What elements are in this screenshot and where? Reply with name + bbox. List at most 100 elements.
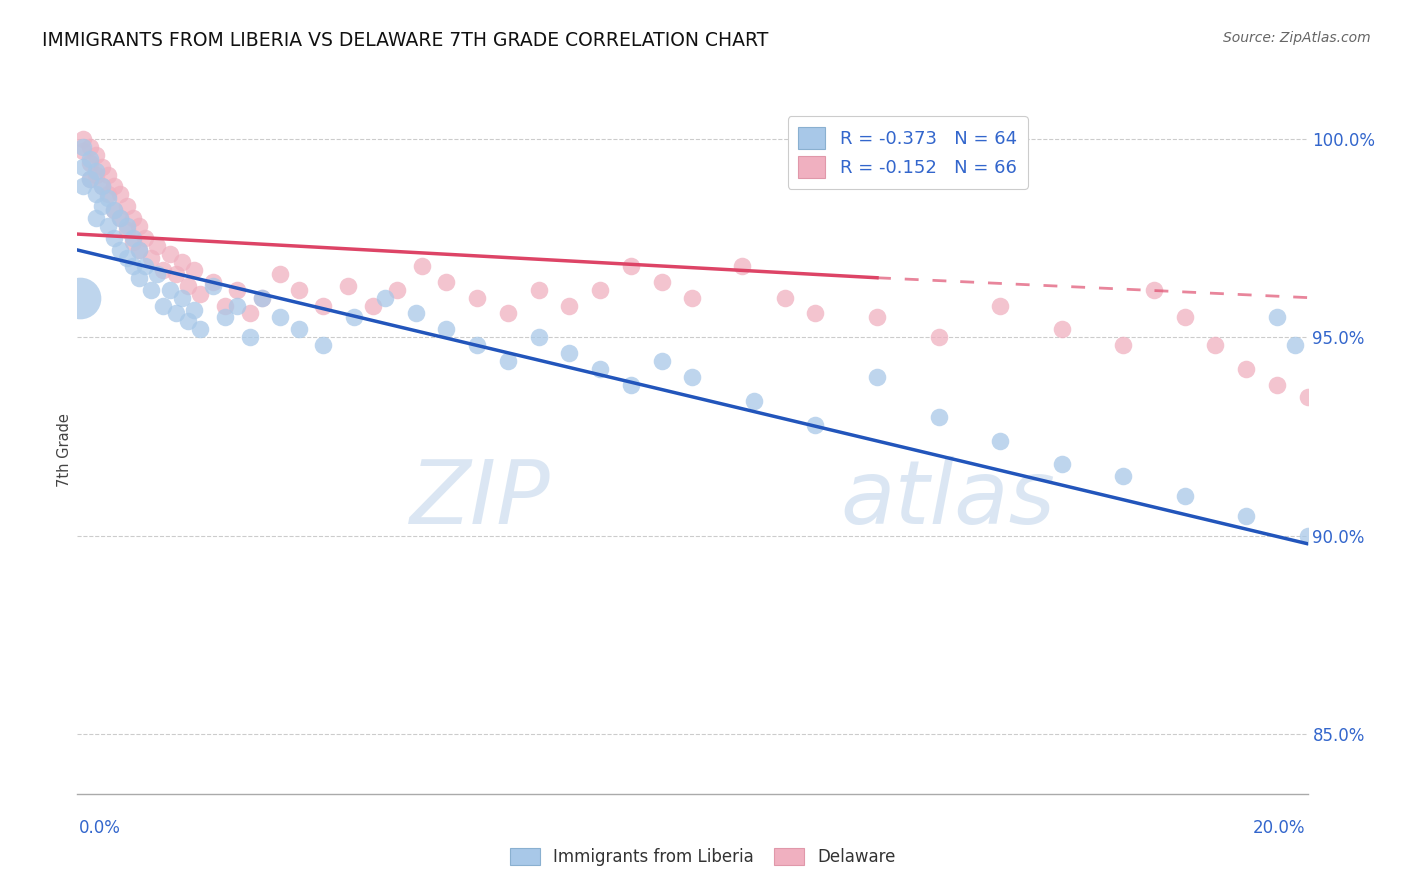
Point [1204, 338, 1226, 352]
Point [110, 211, 132, 226]
Point [128, 243, 150, 257]
Point [558, 299, 581, 313]
Point [226, 299, 249, 313]
Point [250, 291, 273, 305]
Point [201, 278, 224, 293]
Point [269, 267, 291, 281]
Point [84, 168, 107, 182]
Point [465, 338, 488, 352]
Point [165, 306, 187, 320]
Point [79, 171, 101, 186]
Text: atlas: atlas [841, 456, 1054, 541]
Point [188, 286, 212, 301]
Point [411, 259, 433, 273]
Point [226, 283, 249, 297]
Point [141, 283, 163, 297]
Point [146, 239, 169, 253]
Point [134, 259, 156, 273]
Point [773, 291, 796, 305]
Point [436, 275, 458, 289]
Point [239, 330, 262, 344]
Point [110, 243, 132, 257]
Point [188, 322, 212, 336]
Point [239, 306, 262, 320]
Point [436, 322, 458, 336]
Point [79, 171, 101, 186]
Point [651, 354, 673, 368]
Point [527, 283, 550, 297]
Point [928, 330, 950, 344]
Point [361, 299, 384, 313]
Point [159, 247, 181, 261]
Point [1050, 322, 1073, 336]
Point [804, 306, 827, 320]
Point [527, 330, 550, 344]
Point [121, 231, 143, 245]
Text: Source: ZipAtlas.com: Source: ZipAtlas.com [1223, 31, 1371, 45]
Text: ZIP: ZIP [411, 456, 551, 541]
Point [589, 283, 612, 297]
Point [804, 417, 827, 432]
Point [84, 187, 107, 202]
Point [866, 370, 889, 384]
Point [72, 144, 94, 158]
Point [141, 251, 163, 265]
Point [1174, 489, 1197, 503]
Point [465, 291, 488, 305]
Point [385, 283, 409, 297]
Legend: Immigrants from Liberia, Delaware: Immigrants from Liberia, Delaware [503, 841, 903, 873]
Point [1112, 338, 1135, 352]
Point [97, 168, 120, 182]
Point [97, 187, 120, 202]
Legend: R = -0.373   N = 64, R = -0.152   N = 66: R = -0.373 N = 64, R = -0.152 N = 66 [787, 116, 1028, 189]
Point [374, 291, 396, 305]
Point [103, 203, 125, 218]
Point [1050, 458, 1073, 472]
Point [72, 179, 94, 194]
Point [115, 223, 138, 237]
Point [90, 160, 114, 174]
Point [72, 140, 94, 154]
Point [152, 262, 174, 277]
Point [731, 259, 754, 273]
Point [128, 219, 150, 234]
Point [988, 299, 1011, 313]
Point [558, 346, 581, 360]
Point [84, 163, 107, 178]
Point [128, 243, 150, 257]
Point [115, 251, 138, 265]
Point [589, 362, 612, 376]
Point [214, 299, 236, 313]
Point [343, 310, 366, 325]
Point [121, 259, 143, 273]
Point [1143, 283, 1166, 297]
Point [742, 393, 765, 408]
Point [97, 191, 120, 205]
Point [866, 310, 889, 325]
Point [183, 262, 205, 277]
Point [79, 152, 101, 166]
Text: 0.0%: 0.0% [79, 819, 121, 837]
Point [97, 219, 120, 234]
Point [84, 211, 107, 226]
Point [201, 275, 224, 289]
Point [651, 275, 673, 289]
Point [121, 235, 143, 249]
Point [90, 179, 114, 194]
Point [79, 140, 101, 154]
Point [250, 291, 273, 305]
Point [1112, 469, 1135, 483]
Point [183, 302, 205, 317]
Point [620, 378, 643, 392]
Point [128, 270, 150, 285]
Point [159, 283, 181, 297]
Point [121, 211, 143, 226]
Point [72, 132, 94, 146]
Point [1296, 529, 1319, 543]
Point [69, 291, 91, 305]
Point [312, 338, 335, 352]
Point [269, 310, 291, 325]
Point [110, 211, 132, 226]
Point [165, 267, 187, 281]
Point [177, 278, 200, 293]
